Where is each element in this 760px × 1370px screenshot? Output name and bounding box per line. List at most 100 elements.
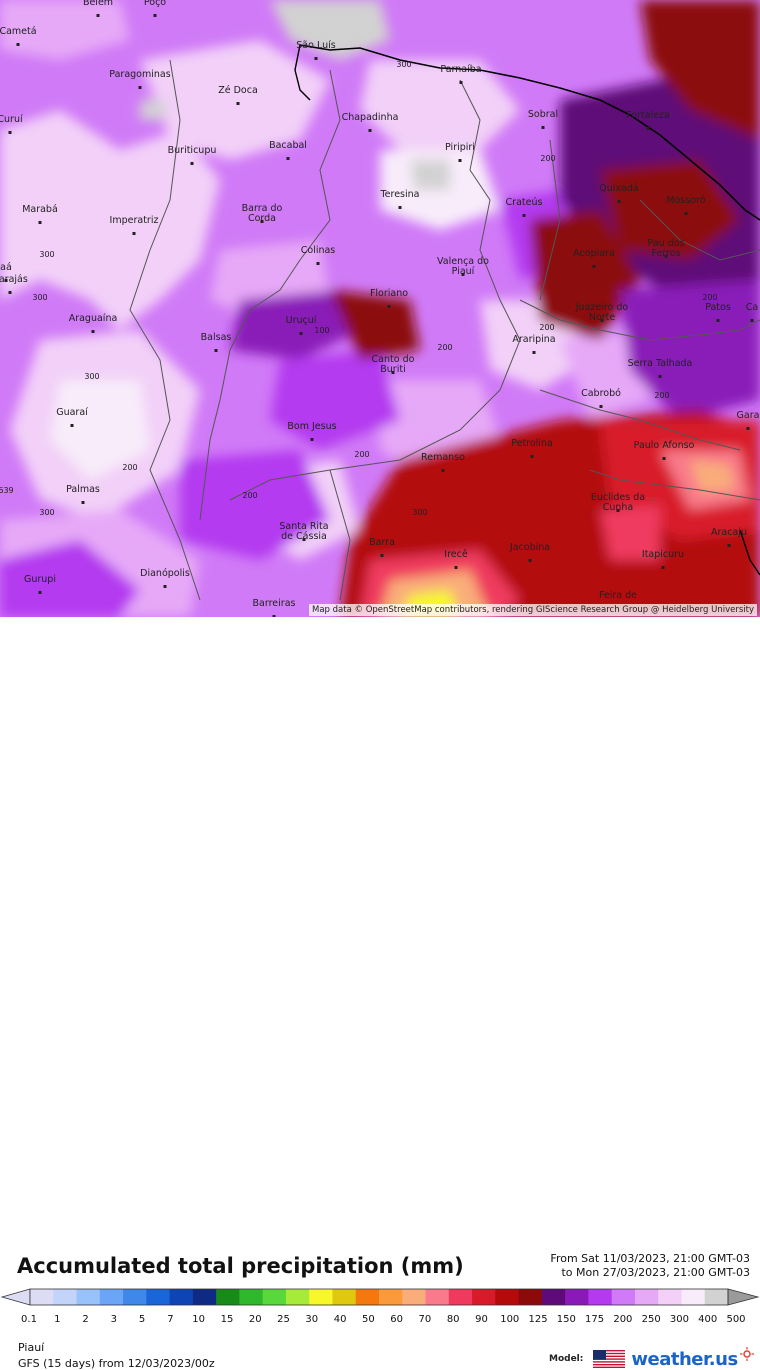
city-label: Serra Talhada xyxy=(628,358,693,369)
city-label: Fortaleza xyxy=(626,110,670,121)
city-marker xyxy=(716,319,720,322)
city-marker xyxy=(91,330,95,333)
colorbar-swatch xyxy=(192,1289,217,1305)
city-label: Cametá xyxy=(0,26,37,37)
colorbar-swatch xyxy=(285,1289,310,1305)
colorbar-left-arrow xyxy=(0,1288,31,1306)
model-run: GFS (15 days) from 12/03/2023/00z xyxy=(18,1357,215,1370)
colorbar-swatch xyxy=(53,1289,78,1305)
city-label: Barra do Corda xyxy=(242,203,283,224)
city-label: Sobral xyxy=(528,109,558,120)
contour-labels: 200 300 300 200 300 300 200 300 200 200 200 200 300 2… xyxy=(0,60,718,517)
city-label: Aracaju xyxy=(711,527,747,538)
colorbar-tick-label: 300 xyxy=(669,1314,689,1325)
colorbar-swatch xyxy=(379,1289,403,1305)
city-label: Bacabal xyxy=(269,140,307,151)
city-marker xyxy=(190,162,194,165)
city-marker xyxy=(38,221,42,224)
city-marker xyxy=(441,469,445,472)
city-label: Acopiara xyxy=(573,248,615,259)
city-label: Paragominas xyxy=(109,69,170,80)
city-label: Bom Jesus xyxy=(287,421,336,432)
model-label: Model: xyxy=(549,1354,584,1364)
colorbar-swatch xyxy=(402,1289,427,1305)
city-marker xyxy=(310,438,314,441)
city-marker xyxy=(658,375,662,378)
period-from: From Sat 11/03/2023, 21:00 GMT-03 xyxy=(550,1252,750,1265)
period-to: to Mon 27/03/2023, 21:00 GMT-03 xyxy=(561,1266,750,1279)
city-marker xyxy=(16,43,20,46)
city-label: Barreiras xyxy=(253,598,296,609)
colorbar-swatch xyxy=(658,1289,682,1305)
city-label: Gurupi xyxy=(24,574,56,585)
city-labels: Belém Poço Cametá São Luís Parnaíba Paragomin… xyxy=(0,0,759,617)
time-period: From Sat 11/03/2023, 21:00 GMT-03 to Mon… xyxy=(550,1252,750,1280)
contour-label: 300 xyxy=(84,372,99,381)
city-label: Uruçuí xyxy=(286,315,317,326)
contour-label: 200 xyxy=(242,491,257,500)
colorbar-tick-label: 40 xyxy=(333,1314,347,1325)
colorbar-swatch xyxy=(355,1289,380,1305)
colorbar-tick-label: 50 xyxy=(361,1314,375,1325)
city-label: Irecê xyxy=(444,549,468,560)
city-label: Belém xyxy=(83,0,113,8)
contour-label: 300 xyxy=(412,508,427,517)
city-marker xyxy=(592,265,596,268)
sun-icon xyxy=(739,1347,754,1361)
colorbar-tick-label: 70 xyxy=(418,1314,432,1325)
colorbar-tick-label: 400 xyxy=(698,1314,718,1325)
brand-block[interactable]: Model: weather.us xyxy=(549,1347,754,1370)
city-label: aá xyxy=(0,262,12,273)
city-marker xyxy=(153,14,157,17)
city-marker xyxy=(314,57,318,60)
colorbar-tick-label: 15 xyxy=(220,1314,234,1325)
colorbar-tick-label: 1 xyxy=(54,1314,61,1325)
contour-label: 300 xyxy=(39,250,54,259)
city-marker xyxy=(617,200,621,203)
contour-label: 200 xyxy=(122,463,137,472)
colorbar-swatch xyxy=(425,1289,450,1305)
city-label: Teresina xyxy=(379,189,419,200)
colorbar-swatch xyxy=(611,1289,636,1305)
colorbar-tick-label: 200 xyxy=(613,1314,633,1325)
contour-label: 200 xyxy=(702,293,717,302)
city-marker xyxy=(214,349,218,352)
city-marker xyxy=(616,509,620,512)
colorbar-swatch xyxy=(123,1289,147,1305)
colorbar-swatch xyxy=(518,1289,543,1305)
colorbar-swatch xyxy=(146,1289,171,1305)
colorbar-swatch xyxy=(309,1289,333,1305)
colorbar-tick-label: 0.1 xyxy=(21,1314,37,1325)
colorbar-tick-label: 60 xyxy=(390,1314,403,1325)
city-label: Petrolina xyxy=(511,438,553,449)
city-marker xyxy=(4,279,8,282)
city-label: Juazeiro do Norte xyxy=(575,302,629,323)
city-label: Crateús xyxy=(506,197,543,208)
city-label: Marabá xyxy=(22,204,58,215)
city-label: Zé Doca xyxy=(218,85,258,96)
city-label: Gara xyxy=(737,410,760,421)
city-label: Dianópolis xyxy=(140,568,190,579)
color-scale-bar xyxy=(0,1288,760,1306)
city-marker xyxy=(236,102,240,105)
colorbar-swatch xyxy=(472,1289,496,1305)
city-marker xyxy=(662,457,666,460)
city-marker xyxy=(532,351,536,354)
city-label: Euclides da Cunha xyxy=(591,492,645,513)
colorbar-tick-label: 250 xyxy=(641,1314,661,1325)
city-marker xyxy=(138,86,142,89)
city-marker xyxy=(528,559,532,562)
colorbar-tick-label: 25 xyxy=(277,1314,290,1325)
contour-label: 639 xyxy=(0,486,14,495)
city-marker xyxy=(530,455,534,458)
city-marker xyxy=(398,206,402,209)
us-flag-icon xyxy=(593,1350,626,1368)
precipitation-map: Belém Poço Cametá São Luís Parnaíba Paragomin… xyxy=(0,0,760,617)
city-label: Santa Rita de Cássia xyxy=(279,521,328,542)
city-marker xyxy=(387,305,391,308)
colorbar-swatch xyxy=(588,1289,613,1305)
city-marker xyxy=(163,585,167,588)
colorbar-tick-label: 7 xyxy=(167,1314,174,1325)
city-marker xyxy=(299,332,303,335)
city-label: Araguaína xyxy=(69,313,118,324)
